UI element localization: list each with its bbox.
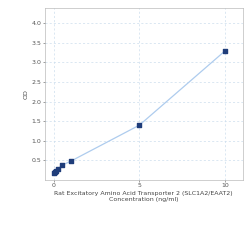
Point: [52, 171, 56, 175]
Point: [60, 163, 64, 167]
Point: [56, 167, 60, 171]
Y-axis label: OD: OD: [24, 89, 29, 99]
Point: [53, 170, 57, 174]
Point: [69, 159, 73, 163]
Point: [138, 123, 141, 127]
Point: [54, 170, 58, 173]
Point: [223, 48, 227, 53]
X-axis label: Rat Excitatory Amino Acid Transporter 2 (SLC1A2/EAAT2)
Concentration (ng/ml): Rat Excitatory Amino Acid Transporter 2 …: [54, 191, 233, 202]
